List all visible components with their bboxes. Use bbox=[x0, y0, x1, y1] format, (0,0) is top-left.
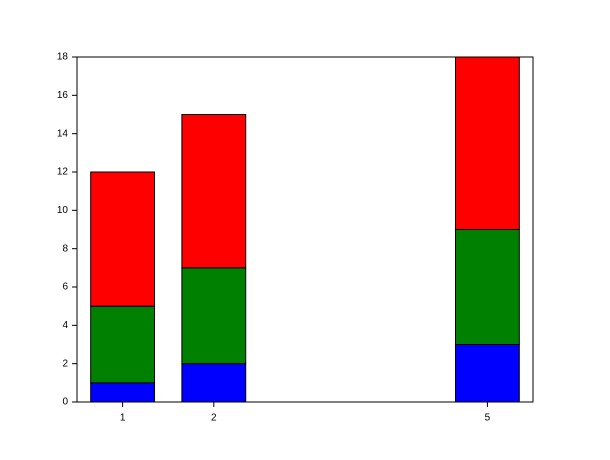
bar-segment bbox=[181, 363, 247, 403]
bar-segment bbox=[90, 382, 156, 403]
y-tick-label: 12 bbox=[57, 167, 69, 178]
y-tick-label: 6 bbox=[62, 282, 68, 293]
bar-segment bbox=[90, 305, 156, 384]
x-tick-label: 1 bbox=[120, 413, 126, 424]
bar-segment bbox=[181, 267, 247, 365]
y-tick-label: 2 bbox=[62, 358, 68, 369]
bar-segment bbox=[454, 56, 520, 230]
y-tick-label: 18 bbox=[57, 52, 69, 63]
bar-segment bbox=[454, 229, 520, 345]
y-tick-label: 8 bbox=[62, 243, 68, 254]
x-tick-label: 2 bbox=[211, 413, 217, 424]
y-tick-label: 0 bbox=[62, 397, 68, 408]
y-tick-label: 16 bbox=[57, 90, 69, 101]
plot-frame bbox=[76, 56, 534, 403]
y-tick-label: 10 bbox=[57, 205, 69, 216]
bar-segment bbox=[90, 171, 156, 307]
bar-segment bbox=[181, 114, 247, 269]
y-tick-label: 14 bbox=[57, 128, 69, 139]
bar-segment bbox=[454, 344, 520, 403]
x-tick-label: 5 bbox=[485, 413, 491, 424]
y-tick-label: 4 bbox=[62, 320, 68, 331]
